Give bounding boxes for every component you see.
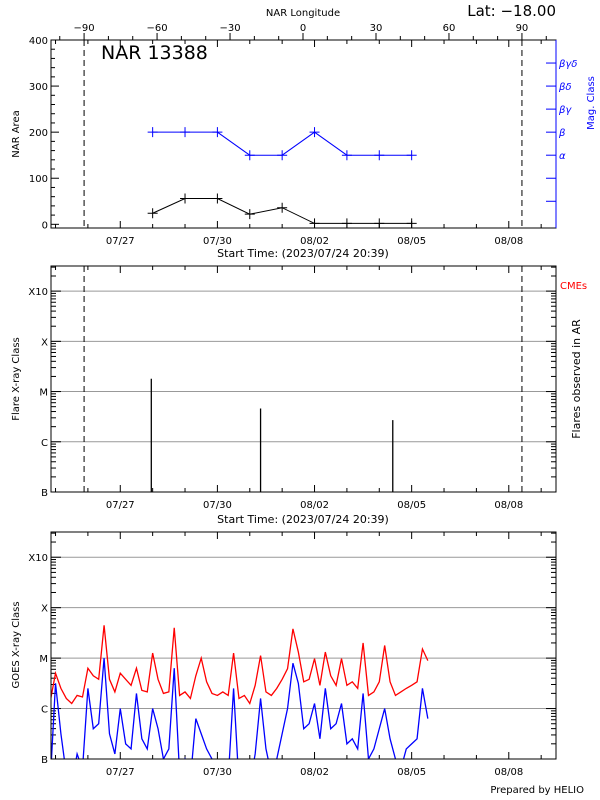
mag-class-point [180, 127, 191, 138]
x-tick-label: 08/02 [300, 500, 329, 511]
mag-class-tick-label: βγδ [558, 59, 577, 70]
x-tick-label: 07/27 [106, 500, 135, 511]
x-tick-label: 08/02 [300, 767, 329, 778]
y-tick-label: B [41, 488, 48, 499]
x-tick-label: 07/30 [203, 500, 232, 511]
y-tick-label: 0 [42, 220, 48, 231]
x-tick-label: 07/27 [106, 767, 135, 778]
area-point [277, 202, 288, 213]
y-tick-label: 100 [29, 174, 48, 185]
y-tick-label: 400 [29, 36, 48, 47]
p2-ylabel: Flare X-ray Class [11, 337, 22, 421]
region-title: NAR 13388 [101, 42, 208, 64]
goes-long-channel-line [51, 625, 429, 706]
y-tick-label: M [39, 388, 48, 399]
p3-ylabel: GOES X-ray Class [11, 601, 22, 688]
p1-xlabel: Start Time: (2023/07/24 20:39) [217, 247, 389, 260]
p2-y2label: Flares observed in AR [570, 319, 583, 439]
mag-class-tick-label: βδ [558, 82, 572, 93]
y-tick-label: 300 [29, 82, 48, 93]
latitude-label: Lat: −18.00 [467, 2, 556, 20]
area-point [212, 193, 223, 204]
y-tick-label: X10 [28, 553, 48, 564]
mag-class-point [147, 127, 158, 138]
top-xlabel: NAR Longitude [266, 8, 340, 19]
mag-class-point [277, 150, 288, 161]
goes-short-channel-line [51, 658, 429, 759]
mag-class-point [244, 150, 255, 161]
p1-y2label: Mag. Class [586, 76, 597, 130]
mag-class-point [406, 150, 417, 161]
panel-2-frame [50, 265, 557, 493]
top-tick-label: 30 [370, 23, 383, 34]
top-tick-label: 60 [443, 23, 456, 34]
y-tick-label: X10 [28, 287, 48, 298]
x-tick-label: 08/05 [397, 500, 426, 511]
area-point [180, 193, 191, 204]
mag-class-point [212, 127, 223, 138]
y-tick-label: M [39, 654, 48, 665]
x-tick-label: 08/08 [494, 236, 523, 247]
top-tick-label: −60 [147, 23, 168, 34]
area-point [309, 218, 320, 229]
x-tick-label: 08/08 [494, 500, 523, 511]
y-tick-label: B [41, 755, 48, 766]
area-point [406, 218, 417, 229]
x-tick-label: 08/02 [300, 236, 329, 247]
x-tick-label: 07/27 [106, 236, 135, 247]
mag-class-point [341, 150, 352, 161]
top-tick-label: −90 [74, 23, 95, 34]
panel-3-frame [50, 531, 557, 760]
p1-ylabel: NAR Area [11, 110, 22, 157]
x-tick-label: 07/30 [203, 236, 232, 247]
x-tick-label: 08/05 [397, 236, 426, 247]
panel-1-frame [50, 39, 557, 229]
y-tick-label: X [41, 337, 48, 348]
mag-class-point [374, 150, 385, 161]
mag-class-point [309, 127, 320, 138]
p2-xlabel: Start Time: (2023/07/24 20:39) [217, 513, 389, 526]
area-point [244, 209, 255, 220]
area-point [341, 218, 352, 229]
mag-class-tick-label: α [559, 151, 566, 162]
top-tick-label: 90 [516, 23, 529, 34]
y-tick-label: C [41, 705, 48, 716]
mag-class-tick-label: β [558, 128, 566, 139]
y-tick-label: C [41, 438, 48, 449]
y-tick-label: X [41, 604, 48, 615]
top-tick-label: −30 [219, 23, 240, 34]
cme-label: CMEs [560, 281, 587, 292]
mag-class-tick-label: βγ [558, 105, 572, 116]
credit-label: Prepared by HELIO [490, 785, 584, 796]
y-tick-label: 200 [29, 128, 48, 139]
x-tick-label: 07/30 [203, 767, 232, 778]
area-point [147, 208, 158, 219]
x-tick-label: 08/05 [397, 767, 426, 778]
area-point [374, 218, 385, 229]
x-tick-label: 08/08 [494, 767, 523, 778]
top-tick-label: 0 [300, 23, 306, 34]
